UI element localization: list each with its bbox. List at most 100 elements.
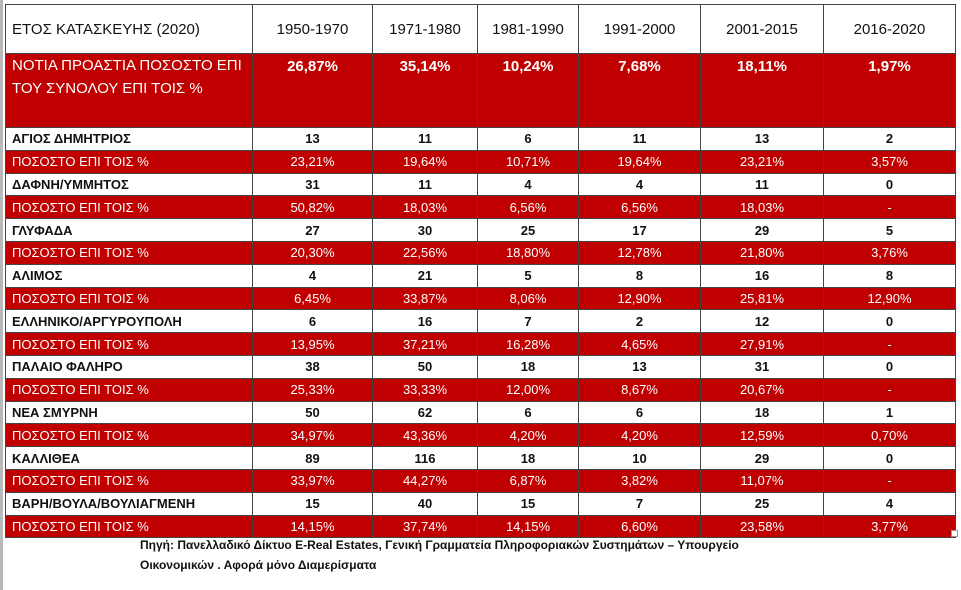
count-cell: 15: [252, 491, 373, 516]
count-cell: 116: [372, 446, 478, 470]
count-cell: 6: [477, 127, 579, 151]
percent-cell: 33,33%: [372, 377, 478, 402]
percent-cell: 23,21%: [700, 149, 824, 174]
percent-cell: 8,06%: [477, 286, 579, 311]
percent-cell: 18,03%: [372, 195, 478, 220]
percent-label: ΠΟΣΟΣΤΟ ΕΠΙ ΤΟΙΣ %: [5, 423, 253, 448]
count-cell: 21: [372, 263, 478, 288]
percent-cell: 19,64%: [372, 149, 478, 174]
left-border: [0, 0, 3, 590]
count-cell: 25: [477, 218, 579, 242]
count-cell: 0: [823, 309, 956, 334]
percent-cell: 3,76%: [823, 240, 956, 265]
percent-cell: 25,33%: [252, 377, 373, 402]
percent-cell: 19,64%: [578, 149, 701, 174]
percent-cell: 20,67%: [700, 377, 824, 402]
percent-cell: -: [823, 195, 956, 220]
area-name: ΝΕΑ ΣΜΥΡΝΗ: [5, 400, 253, 425]
count-cell: 38: [252, 354, 373, 379]
count-cell: 18: [477, 354, 579, 379]
count-cell: 7: [477, 309, 579, 334]
period-header: 1950-1970: [252, 4, 373, 54]
count-cell: 6: [578, 400, 701, 425]
area-count-row: ΕΛΛΗΝΙΚΟ/ΑΡΓΥΡΟΥΠΟΛΗ 6 16 7 2 12 0: [5, 309, 956, 334]
percent-label: ΠΟΣΟΣΤΟ ΕΠΙ ΤΟΙΣ %: [5, 514, 253, 539]
percent-cell: 37,21%: [372, 332, 478, 356]
percent-cell: 10,71%: [477, 149, 579, 174]
count-cell: 0: [823, 446, 956, 470]
percent-cell: 4,20%: [477, 423, 579, 448]
count-cell: 6: [252, 309, 373, 334]
count-cell: 4: [477, 172, 579, 197]
count-cell: 4: [578, 172, 701, 197]
count-cell: 15: [477, 491, 579, 516]
percent-cell: 33,97%: [252, 468, 373, 493]
header-row: ΕΤΟΣ ΚΑΤΑΣΚΕΥΗΣ (2020) 1950-1970 1971-198…: [5, 4, 956, 54]
percent-cell: 18,80%: [477, 240, 579, 265]
percent-label: ΠΟΣΟΣΤΟ ΕΠΙ ΤΟΙΣ %: [5, 240, 253, 265]
area-count-row: ΔΑΦΝΗ/ΥΜΜΗΤΟΣ 31 11 4 4 11 0: [5, 172, 956, 197]
count-cell: 11: [372, 172, 478, 197]
count-cell: 11: [372, 127, 478, 151]
area-count-row: ΝΕΑ ΣΜΥΡΝΗ 50 62 6 6 18 1: [5, 400, 956, 425]
resize-handle: [951, 530, 958, 537]
percent-cell: 27,91%: [700, 332, 824, 356]
count-cell: 17: [578, 218, 701, 242]
count-cell: 6: [477, 400, 579, 425]
count-cell: 5: [823, 218, 956, 242]
count-cell: 13: [578, 354, 701, 379]
percent-label: ΠΟΣΟΣΤΟ ΕΠΙ ΤΟΙΣ %: [5, 195, 253, 220]
percent-cell: 43,36%: [372, 423, 478, 448]
summary-row: ΝΟΤΙΑ ΠΡΟΑΣΤΙΑ ΠΟΣΟΣΤΟ ΕΠΙ ΤΟΥ ΣΥΝΟΛΟΥ Ε…: [5, 53, 956, 128]
count-cell: 50: [372, 354, 478, 379]
percent-cell: -: [823, 468, 956, 493]
percent-cell: 0,70%: [823, 423, 956, 448]
summary-value: 26,87%: [252, 53, 373, 128]
percent-cell: 18,03%: [700, 195, 824, 220]
area-percent-row: ΠΟΣΟΣΤΟ ΕΠΙ ΤΟΙΣ % 23,21% 19,64% 10,71% 19,6…: [5, 149, 956, 174]
count-cell: 31: [700, 354, 824, 379]
percent-cell: 4,65%: [578, 332, 701, 356]
area-name: ΔΑΦΝΗ/ΥΜΜΗΤΟΣ: [5, 172, 253, 197]
area-percent-row: ΠΟΣΟΣΤΟ ΕΠΙ ΤΟΙΣ % 20,30% 22,56% 18,80% 12,7…: [5, 240, 956, 265]
count-cell: 8: [578, 263, 701, 288]
summary-label: ΝΟΤΙΑ ΠΡΟΑΣΤΙΑ ΠΟΣΟΣΤΟ ΕΠΙ ΤΟΥ ΣΥΝΟΛΟΥ Ε…: [5, 53, 253, 128]
percent-cell: 14,15%: [252, 514, 373, 539]
percent-cell: 12,00%: [477, 377, 579, 402]
period-header: 1991-2000: [578, 4, 701, 54]
percent-cell: 3,57%: [823, 149, 956, 174]
percent-cell: 8,67%: [578, 377, 701, 402]
count-cell: 1: [823, 400, 956, 425]
area-percent-row: ΠΟΣΟΣΤΟ ΕΠΙ ΤΟΙΣ % 14,15% 37,74% 14,15% 6,60…: [5, 514, 956, 539]
percent-cell: 25,81%: [700, 286, 824, 311]
construction-year-table: ΕΤΟΣ ΚΑΤΑΣΚΕΥΗΣ (2020) 1950-1970 1971-198…: [5, 4, 956, 539]
count-cell: 13: [700, 127, 824, 151]
percent-label: ΠΟΣΟΣΤΟ ΕΠΙ ΤΟΙΣ %: [5, 286, 253, 311]
percent-cell: 16,28%: [477, 332, 579, 356]
source-line-2: Οικονομικών . Αφορά μόνο Διαμερίσματα: [140, 558, 377, 572]
percent-cell: 34,97%: [252, 423, 373, 448]
percent-cell: 14,15%: [477, 514, 579, 539]
percent-label: ΠΟΣΟΣΤΟ ΕΠΙ ΤΟΙΣ %: [5, 332, 253, 356]
count-cell: 89: [252, 446, 373, 470]
percent-cell: 6,56%: [477, 195, 579, 220]
percent-cell: 3,77%: [823, 514, 956, 539]
count-cell: 5: [477, 263, 579, 288]
area-name: ΑΛΙΜΟΣ: [5, 263, 253, 288]
period-header: 2016-2020: [823, 4, 956, 54]
count-cell: 12: [700, 309, 824, 334]
area-count-row: ΚΑΛΛΙΘΕΑ 89 116 18 10 29 0: [5, 446, 956, 470]
source-line-1: Πηγή: Πανελλαδικό Δίκτυο E-Real Estates,…: [140, 538, 739, 552]
area-count-row: ΓΛΥΦΑΔΑ 27 30 25 17 29 5: [5, 218, 956, 242]
summary-value: 7,68%: [578, 53, 701, 128]
percent-cell: 4,20%: [578, 423, 701, 448]
area-percent-row: ΠΟΣΟΣΤΟ ΕΠΙ ΤΟΙΣ % 25,33% 33,33% 12,00% 8,67…: [5, 377, 956, 402]
area-percent-row: ΠΟΣΟΣΤΟ ΕΠΙ ΤΟΙΣ % 34,97% 43,36% 4,20% 4,20%…: [5, 423, 956, 448]
percent-cell: 3,82%: [578, 468, 701, 493]
area-count-row: ΑΓΙΟΣ ΔΗΜΗΤΡΙΟΣ 13 11 6 11 13 2: [5, 127, 956, 151]
percent-cell: 12,78%: [578, 240, 701, 265]
percent-cell: 13,95%: [252, 332, 373, 356]
period-header: 1981-1990: [477, 4, 579, 54]
period-header: 1971-1980: [372, 4, 478, 54]
count-cell: 11: [578, 127, 701, 151]
